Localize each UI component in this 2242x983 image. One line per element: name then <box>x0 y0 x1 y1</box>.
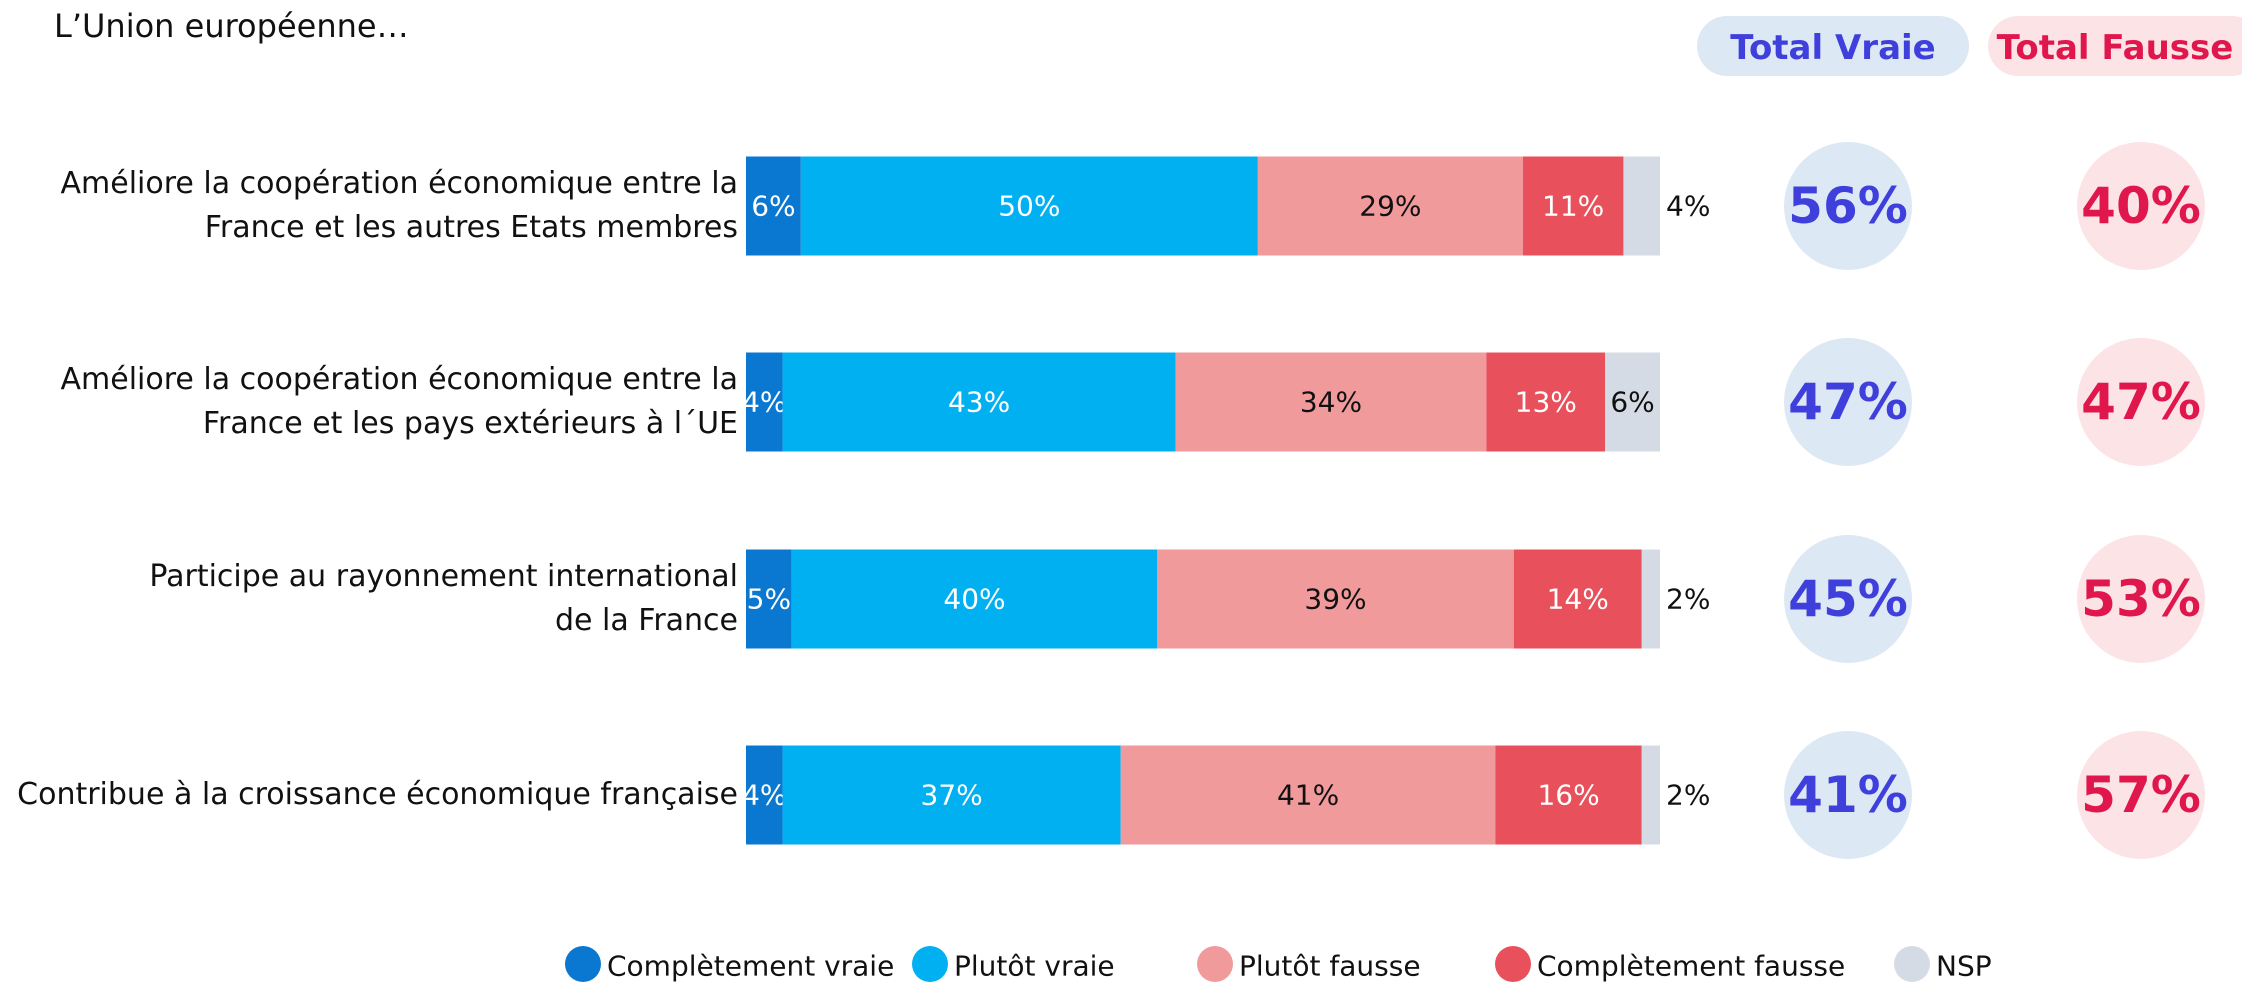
legend-label: Complètement vraie <box>607 950 894 983</box>
value-label: 43% <box>948 386 1010 419</box>
bar-segment <box>1641 549 1660 649</box>
legend-label: Plutôt vraie <box>954 950 1115 983</box>
bar-segment <box>746 745 783 845</box>
chart-title: L’Union européenne… <box>54 7 409 45</box>
legend-swatch <box>912 946 948 982</box>
value-label: 39% <box>1304 583 1366 616</box>
total-value: 53% <box>2081 570 2201 628</box>
legend-swatch <box>1894 946 1930 982</box>
legend-swatch <box>1495 946 1531 982</box>
total-value: 47% <box>2081 373 2201 431</box>
category-label: Participe au rayonnement international d… <box>149 559 738 638</box>
value-label: 2% <box>1666 779 1710 812</box>
bar-segment <box>782 745 1121 845</box>
value-label: 29% <box>1359 190 1421 223</box>
value-label: 6% <box>751 190 795 223</box>
total-value: 40% <box>2081 177 2201 235</box>
bar-segment <box>1495 745 1642 845</box>
value-label: 50% <box>998 190 1060 223</box>
total-header: Total Vraie <box>1730 28 1935 68</box>
bar-segment <box>1513 549 1642 649</box>
total-header-pill <box>1697 16 1969 76</box>
legend-label: NSP <box>1936 950 1992 983</box>
value-label: 34% <box>1300 386 1362 419</box>
bar-segment <box>1522 156 1624 256</box>
value-label: 41% <box>1277 779 1339 812</box>
total-value: 45% <box>1788 570 1908 628</box>
bar-segment <box>1175 352 1487 452</box>
total-circle <box>2077 142 2205 270</box>
bar-segment <box>1157 549 1514 649</box>
value-label: 6% <box>1610 386 1654 419</box>
value-label: 13% <box>1515 386 1577 419</box>
value-label: 2% <box>1666 583 1710 616</box>
total-value: 56% <box>1788 177 1908 235</box>
value-label: 11% <box>1542 190 1604 223</box>
value-label: 4% <box>742 386 786 419</box>
total-circle <box>2077 338 2205 466</box>
legend-swatch <box>1197 946 1233 982</box>
bar-segment <box>1641 745 1660 845</box>
legend-swatch <box>565 946 601 982</box>
value-label: 14% <box>1547 583 1609 616</box>
total-value: 57% <box>2081 766 2201 824</box>
total-circle <box>2077 535 2205 663</box>
bar-segment <box>746 352 783 452</box>
total-circle <box>1784 338 1912 466</box>
total-circle <box>1784 535 1912 663</box>
total-circle <box>1784 731 1912 859</box>
value-label: 4% <box>1666 190 1710 223</box>
bar-segment <box>1257 156 1523 256</box>
bar-segment <box>1486 352 1606 452</box>
bar-segment <box>1605 352 1660 452</box>
total-circle <box>1784 142 1912 270</box>
category-label: Améliore la coopération économique entre… <box>60 166 738 245</box>
bar-segment <box>746 549 792 649</box>
bar-segment <box>782 352 1176 452</box>
bar-segment <box>746 156 801 256</box>
legend-label: Plutôt fausse <box>1239 950 1421 983</box>
total-value: 41% <box>1788 766 1908 824</box>
bar-segment <box>1623 156 1660 256</box>
value-label: 5% <box>747 583 791 616</box>
value-label: 40% <box>943 583 1005 616</box>
value-label: 4% <box>742 779 786 812</box>
category-label: Améliore la coopération économique entre… <box>60 362 738 441</box>
bar-segment <box>791 549 1158 649</box>
total-circle <box>2077 731 2205 859</box>
bar-segment <box>1120 745 1496 845</box>
total-header: Total Fausse <box>1997 28 2234 68</box>
value-label: 37% <box>921 779 983 812</box>
category-label: Contribue à la croissance économique fra… <box>17 777 738 812</box>
value-label: 16% <box>1537 779 1599 812</box>
legend-label: Complètement fausse <box>1537 950 1845 983</box>
bar-segment <box>800 156 1258 256</box>
total-header-pill <box>1988 16 2242 76</box>
total-value: 47% <box>1788 373 1908 431</box>
